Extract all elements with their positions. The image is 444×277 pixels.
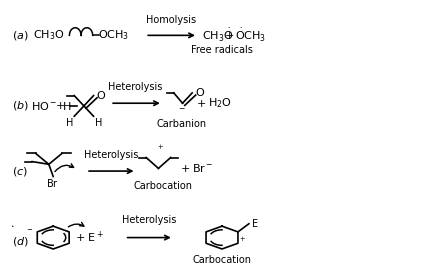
Text: Free radicals: Free radicals [191,45,253,55]
Text: Carbocation: Carbocation [193,255,251,265]
Text: $\mathrm{E}$: $\mathrm{E}$ [251,217,259,229]
Text: $\mathrm{CH_3\dot{O}}$: $\mathrm{CH_3\dot{O}}$ [202,27,234,44]
Text: $^-$: $^-$ [177,106,186,116]
Text: $^+$: $^+$ [238,236,247,246]
Text: $^+$: $^+$ [155,144,164,154]
Text: Carbanion: Carbanion [157,119,207,129]
Text: $+$: $+$ [196,98,206,109]
Text: $+$: $+$ [224,30,234,41]
Text: $\mathrm{CH_3O}$: $\mathrm{CH_3O}$ [33,29,65,42]
Text: $+$: $+$ [55,101,65,111]
Text: Heterolysis: Heterolysis [122,215,176,225]
Text: $\mathrm{O}$: $\mathrm{O}$ [96,89,106,101]
Text: $(d)$: $(d)$ [12,235,28,248]
Text: $+\ \mathrm{E}^+$: $+\ \mathrm{E}^+$ [75,230,104,245]
Text: $(c)$: $(c)$ [12,165,28,178]
Text: Heterolysis: Heterolysis [108,82,163,92]
Text: $\mathrm{O}$: $\mathrm{O}$ [195,86,205,98]
Text: Homolysis: Homolysis [146,15,196,25]
Text: $\cdot$: $\cdot$ [10,220,15,230]
Text: $\mathrm{H_2O}$: $\mathrm{H_2O}$ [208,96,232,110]
Text: $\mathrm{OCH_3}$: $\mathrm{OCH_3}$ [99,29,130,42]
Text: $+$: $+$ [180,163,190,174]
Text: $\mathrm{Br}$: $\mathrm{Br}$ [46,177,59,189]
Text: Heterolysis: Heterolysis [84,150,138,160]
Text: $^-$: $^-$ [25,227,34,237]
Text: $(a)$: $(a)$ [12,29,28,42]
Text: $\mathrm{HO^-}$: $\mathrm{HO^-}$ [31,100,58,112]
Text: Carbocation: Carbocation [133,181,192,191]
Text: $\mathrm{H}$: $\mathrm{H}$ [62,100,71,112]
Text: $(b)$: $(b)$ [12,99,28,112]
Text: $\mathrm{Br^-}$: $\mathrm{Br^-}$ [192,162,214,174]
Text: $\mathrm{H}$: $\mathrm{H}$ [94,116,103,128]
Text: $\mathrm{H}$: $\mathrm{H}$ [65,116,74,128]
Text: $\mathrm{\dot{O}CH_3}$: $\mathrm{\dot{O}CH_3}$ [235,27,266,44]
